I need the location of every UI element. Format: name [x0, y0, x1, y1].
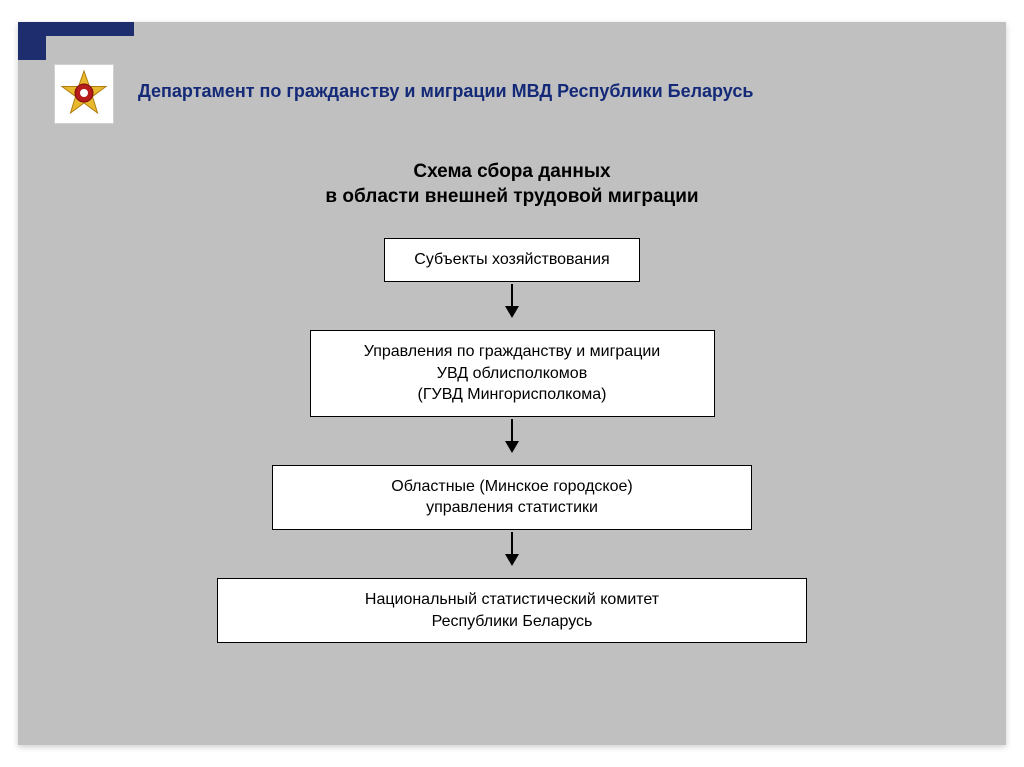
flow-node-line: Национальный статистический комитет	[365, 589, 659, 611]
flow-arrow	[511, 419, 513, 451]
subtitle-line1: Схема сбора данных	[18, 160, 1006, 185]
subtitle-line2: в области внешней трудовой миграции	[18, 185, 1006, 210]
flow-arrow	[511, 284, 513, 316]
subtitle: Схема сбора данных в области внешней тру…	[18, 160, 1006, 209]
corner-block-horizontal	[46, 22, 134, 36]
flow-node: Управления по гражданству и миграцииУВД …	[310, 330, 715, 417]
flow-node: Субъекты хозяйствования	[384, 238, 640, 282]
flow-node-line: (ГУВД Мингорисполкома)	[418, 384, 607, 406]
flowchart: Субъекты хозяйствования Управления по гра…	[18, 238, 1006, 643]
flow-node: Национальный статистический комитетРеспу…	[217, 578, 807, 643]
page-title: Департамент по гражданству и миграции МВ…	[138, 80, 976, 103]
flow-node-line: Областные (Минское городское)	[391, 476, 632, 498]
slide-frame: Департамент по гражданству и миграции МВ…	[18, 22, 1006, 745]
flow-node: Областные (Минское городское)управления …	[272, 465, 752, 530]
flow-node-line: Республики Беларусь	[432, 611, 593, 633]
emblem-icon	[54, 64, 114, 124]
flow-node-line: Субъекты хозяйствования	[414, 249, 609, 271]
flow-node-line: Управления по гражданству и миграции	[364, 341, 660, 363]
flow-node-line: управления статистики	[426, 497, 598, 519]
flow-arrow	[511, 532, 513, 564]
corner-block-vertical	[18, 22, 46, 60]
flow-node-line: УВД облисполкомов	[437, 363, 587, 385]
